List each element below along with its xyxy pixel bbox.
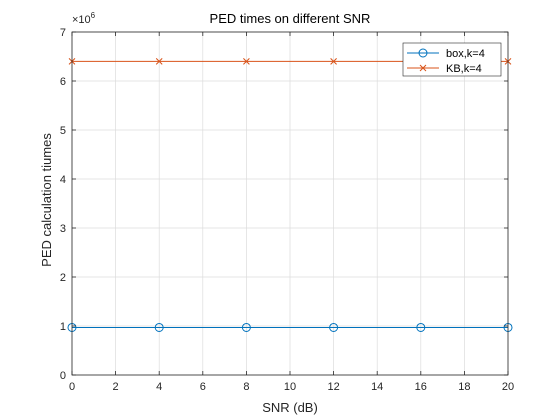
y-axis-ticks: 0 1 2 3 4 5 6 7 [60, 27, 508, 382]
legend-marker-kb [419, 64, 427, 72]
y-tick-label: 2 [60, 272, 66, 284]
y-axis-exponent-base: ×10 [72, 14, 91, 26]
data-point-0-2 [241, 322, 251, 332]
x-tick-label: 4 [156, 381, 162, 393]
x-tick-label: 18 [458, 381, 470, 393]
data-point-1-1 [155, 58, 163, 65]
y-tick-label: 6 [60, 76, 66, 88]
x-axis-label: SNR (dB) [262, 400, 318, 415]
legend-label-box: box,k=4 [446, 48, 485, 60]
x-tick-label: 10 [284, 381, 296, 393]
y-tick-label: 1 [60, 321, 66, 333]
x-tick-label: 16 [415, 381, 427, 393]
data-point-1-2 [243, 58, 250, 65]
x-tick-label: 12 [327, 381, 339, 393]
data-point-0-3 [329, 322, 339, 332]
x-tick-label: 14 [371, 381, 383, 393]
x-tick-label: 6 [200, 381, 206, 393]
y-tick-label: 0 [60, 370, 66, 382]
legend-box [402, 42, 502, 77]
y-tick-label: 4 [60, 174, 66, 186]
data-point-1-3 [330, 58, 337, 65]
data-point-0-1 [154, 322, 164, 332]
legend-label-kb: KB,k=4 [446, 63, 482, 75]
x-tick-label: 0 [69, 381, 75, 393]
y-axis-label: PED calculation tiumes [39, 133, 54, 267]
x-tick-label: 20 [502, 381, 514, 393]
chart-title: PED times on different SNR [210, 11, 371, 26]
data-point-0-4 [416, 322, 426, 332]
x-tick-label: 2 [113, 381, 119, 393]
y-axis-exponent-power: 6 [91, 11, 96, 20]
y-axis-exponent: ×106 [72, 11, 96, 26]
x-tick-label: 8 [243, 381, 249, 393]
y-tick-label: 3 [60, 223, 66, 235]
x-axis-ticks: 0 2 4 6 8 10 12 14 16 18 20 [69, 32, 514, 393]
legend-marker-box [418, 48, 428, 58]
y-tick-label: 7 [60, 27, 66, 39]
y-tick-label: 5 [60, 125, 66, 137]
legend: box,k=4 KB,k=4 [402, 42, 502, 77]
